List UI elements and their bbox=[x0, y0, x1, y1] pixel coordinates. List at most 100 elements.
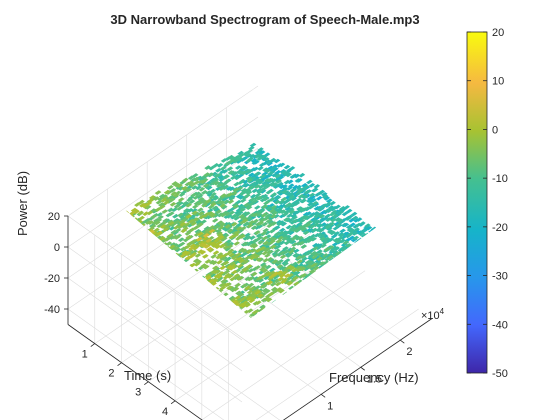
surface-patch bbox=[173, 182, 181, 188]
surface-patch bbox=[187, 215, 195, 220]
surface-patch bbox=[103, 257, 111, 262]
surface-patch bbox=[229, 353, 236, 358]
surface-patch bbox=[254, 290, 261, 295]
surface-patch bbox=[150, 238, 158, 244]
surface-patch bbox=[211, 218, 219, 223]
surface-patch bbox=[106, 247, 114, 253]
surface-patch bbox=[220, 278, 227, 284]
surface-patch bbox=[185, 187, 192, 193]
surface-patch bbox=[322, 260, 330, 265]
surface-patch bbox=[103, 250, 111, 255]
surface-patch bbox=[323, 275, 331, 281]
surface-patch bbox=[309, 290, 317, 296]
surface-patch bbox=[214, 244, 221, 250]
surface-patch bbox=[249, 212, 256, 218]
surface-patch bbox=[169, 298, 176, 304]
surface-patch bbox=[220, 298, 227, 303]
surface-patch bbox=[246, 178, 254, 183]
surface-patch bbox=[200, 263, 207, 268]
surface-patch bbox=[153, 265, 160, 270]
surface-patch bbox=[200, 347, 207, 352]
surface-patch bbox=[152, 269, 160, 275]
surface-patch bbox=[287, 298, 294, 303]
surface-patch bbox=[153, 296, 160, 302]
surface-patch bbox=[172, 262, 179, 268]
surface-patch bbox=[374, 282, 381, 288]
surface-patch bbox=[335, 320, 342, 325]
surface-patch bbox=[257, 180, 264, 185]
surface-patch bbox=[139, 236, 147, 242]
surface-patch bbox=[371, 237, 379, 243]
surface-patch bbox=[226, 308, 233, 314]
surface-patch bbox=[306, 299, 313, 305]
surface-patch bbox=[347, 265, 355, 270]
surface-patch bbox=[154, 207, 162, 212]
surface-patch bbox=[143, 281, 150, 286]
surface-patch bbox=[395, 244, 403, 250]
surface-patch bbox=[359, 255, 366, 260]
surface-patch bbox=[292, 252, 299, 258]
surface-patch bbox=[380, 236, 388, 241]
surface-patch bbox=[324, 224, 331, 230]
surface-patch bbox=[201, 190, 208, 195]
surface-patch bbox=[384, 244, 392, 249]
surface-patch bbox=[110, 250, 117, 256]
surface-patch bbox=[218, 200, 226, 205]
surface-patch bbox=[242, 259, 250, 264]
surface-patch bbox=[124, 217, 131, 222]
surface-patch bbox=[244, 332, 251, 337]
surface-patch bbox=[307, 260, 314, 266]
surface-patch bbox=[254, 354, 261, 359]
surface-patch bbox=[209, 273, 217, 278]
surface-patch bbox=[217, 310, 225, 316]
surface-patch bbox=[224, 224, 231, 229]
surface-patch bbox=[348, 293, 356, 299]
surface-patch bbox=[244, 193, 251, 198]
surface-patch bbox=[207, 355, 214, 360]
grid-line bbox=[186, 243, 361, 368]
surface-patch bbox=[392, 291, 399, 296]
surface-patch bbox=[105, 252, 112, 257]
surface-patch bbox=[282, 261, 289, 267]
surface-patch bbox=[158, 272, 165, 278]
surface-patch bbox=[180, 228, 188, 233]
surface-patch bbox=[397, 262, 404, 267]
surface-patch bbox=[173, 225, 180, 230]
surface-patch bbox=[266, 223, 274, 228]
surface-patch bbox=[95, 259, 102, 265]
surface-patch bbox=[122, 229, 130, 234]
surface-patch bbox=[193, 277, 201, 283]
surface-patch bbox=[248, 349, 255, 354]
surface-patch bbox=[261, 250, 269, 256]
surface-patch bbox=[160, 220, 168, 226]
surface-patch bbox=[182, 187, 190, 192]
surface-patch bbox=[351, 286, 358, 291]
surface-patch bbox=[321, 267, 328, 272]
surface-patch bbox=[220, 312, 227, 317]
surface-patch bbox=[173, 219, 181, 225]
surface-patch bbox=[201, 280, 208, 285]
surface-patch bbox=[413, 261, 421, 267]
surface-patch bbox=[270, 311, 278, 316]
surface-patch bbox=[279, 311, 286, 316]
surface-patch bbox=[308, 297, 316, 302]
surface-patch bbox=[89, 227, 97, 232]
surface-patch bbox=[240, 248, 248, 253]
surface-patch bbox=[352, 286, 360, 292]
surface-patch bbox=[223, 269, 231, 275]
surface-patch bbox=[243, 352, 250, 357]
surface-patch bbox=[188, 246, 195, 251]
surface-patch bbox=[259, 266, 266, 272]
surface-patch bbox=[217, 332, 224, 337]
surface-patch bbox=[187, 180, 194, 186]
surface-patch bbox=[268, 306, 275, 312]
surface-patch bbox=[162, 261, 169, 266]
surface-patch bbox=[209, 241, 217, 246]
surface-patch bbox=[307, 331, 314, 336]
surface-patch bbox=[288, 209, 296, 215]
surface-patch bbox=[222, 300, 229, 305]
surface-patch bbox=[257, 278, 265, 283]
grid-line bbox=[146, 270, 322, 395]
surface-patch bbox=[115, 229, 122, 235]
surface-patch bbox=[203, 308, 211, 313]
